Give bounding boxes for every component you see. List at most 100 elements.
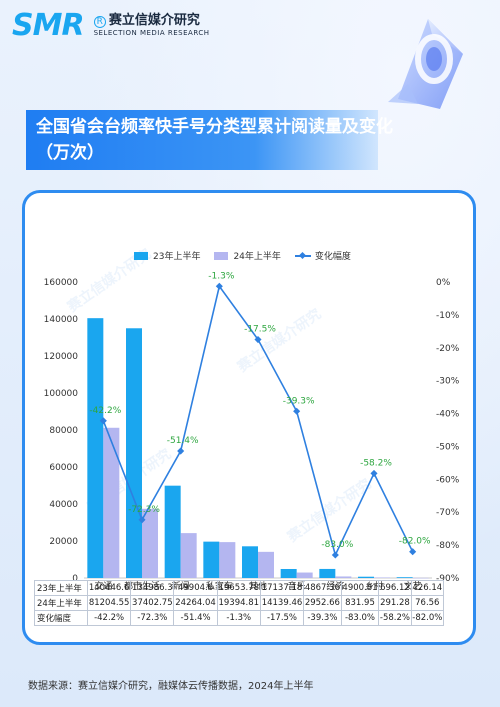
bar-23h1	[396, 577, 413, 578]
table-cell: -82.0%	[410, 610, 445, 626]
y-tick-label: 140000	[44, 315, 79, 325]
change-data-label: -39.3%	[283, 396, 315, 406]
change-data-label: -42.2%	[89, 406, 121, 416]
bar-24h1	[219, 542, 236, 578]
y-tick-label: 80000	[49, 426, 78, 436]
legend-label: 23年上半年	[153, 252, 201, 262]
bar-23h1	[87, 318, 104, 578]
table-cell: -42.2%	[86, 610, 132, 626]
bar-24h1	[180, 533, 197, 578]
y-tick-label: 40000	[49, 500, 78, 510]
legend-item-change: 变化幅度	[294, 249, 351, 262]
change-data-label: -58.2%	[360, 458, 392, 468]
change-data-label: -17.5%	[244, 325, 276, 335]
y2-tick-label: -20%	[436, 344, 460, 354]
brand-name-en: SELECTION MEDIA RESEARCH	[93, 28, 210, 37]
legend-swatch	[134, 251, 148, 260]
bar-23h1	[203, 541, 220, 578]
chart-legend: 23年上半年 24年上半年 变化幅度	[134, 249, 365, 262]
table-cell: 4867.36	[303, 580, 342, 596]
y2-tick-label: -50%	[436, 442, 460, 452]
registered-mark: R	[93, 16, 106, 28]
bar-24h1	[335, 576, 352, 578]
change-data-label: -1.3%	[208, 271, 235, 281]
smr-logo-mark: SMR	[12, 8, 85, 43]
table-cell: -51.4%	[173, 610, 218, 626]
y2-tick-label: -60%	[436, 475, 460, 485]
bar-24h1	[374, 577, 390, 578]
bar-24h1	[258, 551, 274, 578]
data-table: 23年上半年 140446.6 134986.3 49904.6 19653.7…	[34, 580, 445, 626]
bar-23h1	[319, 568, 336, 578]
table-cell: 37402.75	[130, 595, 175, 611]
bar-23h1	[358, 576, 374, 578]
change-data-label: -82.0%	[399, 537, 431, 547]
data-source-note: 数据来源：赛立信媒介研究，融媒体云传播数据，2024年上半年	[28, 681, 314, 692]
decorative-crystal-icon	[388, 19, 463, 109]
y2-tick-label: 0%	[436, 278, 451, 288]
title-banner	[26, 110, 378, 170]
legend-label: 24年上半年	[233, 252, 281, 262]
change-marker	[331, 551, 339, 559]
table-cell: 24264.04	[173, 595, 218, 611]
bar-24h1	[296, 572, 313, 578]
table-cell: -72.3%	[130, 610, 175, 626]
row-header: 23年上半年	[34, 580, 88, 596]
page-title: 全国省会台频率快手号分类型累计阅读量及变化（万次）	[36, 117, 393, 163]
y2-tick-label: -10%	[436, 311, 460, 321]
y2-tick-label: -70%	[436, 508, 460, 518]
y2-tick-label: -30%	[436, 377, 460, 387]
table-cell: 2952.66	[303, 595, 342, 611]
table-cell: 696.12	[378, 580, 412, 596]
bar-23h1	[280, 568, 297, 578]
change-marker	[138, 516, 146, 524]
table-cell: 140446.6	[86, 580, 132, 596]
change-data-label: -72.3%	[128, 505, 160, 515]
table-cell: -1.3%	[216, 610, 261, 626]
brand-text: R 赛立信媒介研究 SELECTION MEDIA RESEARCH	[93, 13, 210, 37]
change-data-label: -83.0%	[321, 540, 353, 550]
change-marker	[370, 469, 378, 477]
bar-23h1	[242, 546, 258, 578]
legend-item-24h1: 24年上半年	[214, 249, 281, 262]
bar-24h1	[103, 427, 120, 578]
legend-swatch	[214, 251, 229, 260]
table-cell: 831.95	[340, 595, 380, 611]
brand-name-cn: 赛立信媒介研究	[108, 13, 200, 28]
y-tick-label: 120000	[44, 352, 79, 362]
table-cell: 49904.6	[173, 580, 218, 596]
change-marker	[177, 447, 185, 455]
y-tick-label: 100000	[44, 389, 79, 399]
table-cell: 17137.18	[259, 580, 305, 596]
change-marker	[99, 417, 107, 425]
change-marker	[215, 282, 223, 290]
row-header: 24年上半年	[34, 595, 88, 611]
row-header: 变化幅度	[34, 610, 88, 626]
y-tick-label: 0	[72, 574, 78, 584]
legend-label: 变化幅度	[314, 252, 351, 262]
table-cell: 4900.81	[340, 580, 380, 596]
y2-tick-label: -40%	[436, 410, 460, 420]
change-marker	[293, 407, 301, 415]
table-cell: 19394.81	[216, 595, 261, 611]
bar-24h1	[412, 577, 429, 579]
table-row: 变化幅度 -42.2% -72.3% -51.4% -1.3% -17.5% -…	[34, 610, 445, 626]
legend-item-23h1: 23年上半年	[134, 249, 200, 262]
table-cell: -17.5%	[259, 610, 305, 626]
table-row: 23年上半年 140446.6 134986.3 49904.6 19653.7…	[34, 580, 445, 596]
table-cell: 19653.78	[216, 580, 261, 596]
change-marker	[409, 548, 417, 556]
table-cell: 291.28	[378, 595, 412, 611]
table-cell: 134986.3	[130, 580, 175, 596]
change-data-label: -51.4%	[167, 436, 199, 446]
table-cell: 81204.55	[86, 595, 132, 611]
bar-23h1	[164, 485, 181, 578]
legend-line-swatch	[294, 252, 311, 260]
table-cell: 76.56	[410, 595, 445, 611]
change-marker	[254, 336, 262, 344]
y-tick-label: 60000	[49, 463, 78, 473]
bar-24h1	[142, 508, 158, 578]
y-tick-label: 20000	[49, 537, 78, 547]
table-cell: -58.2%	[378, 610, 412, 626]
y-tick-label: 160000	[44, 278, 79, 288]
